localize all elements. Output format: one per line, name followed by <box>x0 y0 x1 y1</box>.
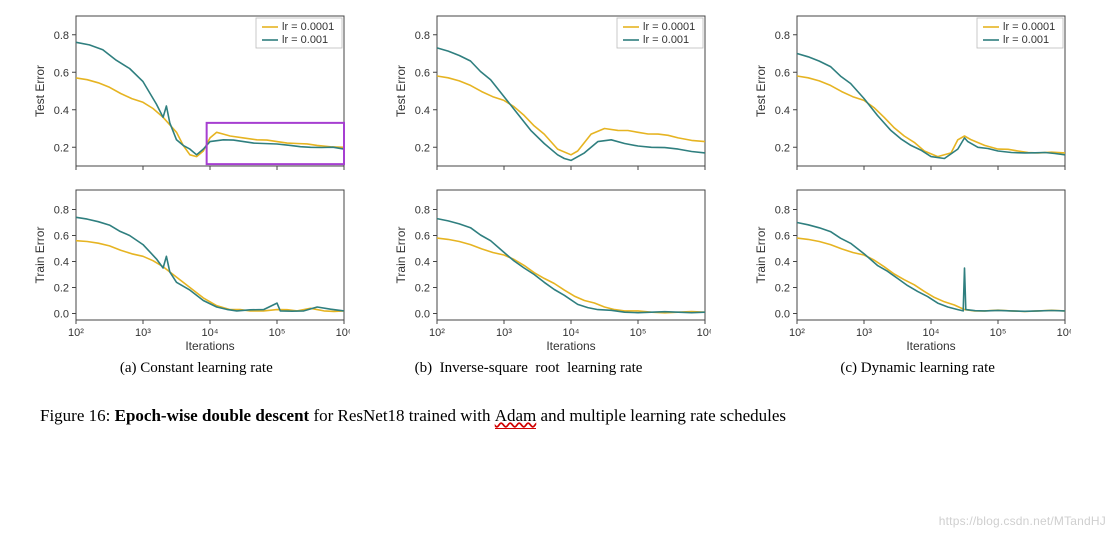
svg-text:0.8: 0.8 <box>414 30 429 42</box>
svg-text:10⁴: 10⁴ <box>202 327 219 339</box>
svg-text:10⁵: 10⁵ <box>990 327 1007 339</box>
svg-text:0.6: 0.6 <box>54 231 69 243</box>
svg-text:0.4: 0.4 <box>54 257 69 269</box>
svg-text:0.8: 0.8 <box>54 30 69 42</box>
svg-text:0.2: 0.2 <box>414 283 429 295</box>
caption-tail: and multiple learning rate schedules <box>536 406 786 425</box>
svg-text:0.2: 0.2 <box>54 283 69 295</box>
svg-text:0.8: 0.8 <box>414 205 429 217</box>
chart-c-train: 10² 10³ 10⁴ 10⁵ 10⁶ 0.0 0.2 0.4 0.6 0.8 Train Erro… <box>751 184 1071 354</box>
svg-text:lr = 0.0001: lr = 0.0001 <box>1003 21 1055 33</box>
caption-prefix: Figure 16: <box>40 406 115 425</box>
figure-page: 0.20.40.60.8Test Errorlr = 0.0001lr = 0.… <box>0 0 1114 534</box>
svg-text:lr = 0.0001: lr = 0.0001 <box>282 21 334 33</box>
svg-text:0.4: 0.4 <box>775 105 790 117</box>
svg-text:0.0: 0.0 <box>54 309 69 321</box>
chart-b-test: 0.2 0.4 0.6 0.8 Test Error lr = 0.0001lr = 0.… <box>391 10 711 180</box>
svg-text:0.2: 0.2 <box>775 283 790 295</box>
caption-mid: for ResNet18 trained with <box>309 406 495 425</box>
svg-text:lr = 0.001: lr = 0.001 <box>643 34 689 46</box>
svg-text:0.8: 0.8 <box>54 205 69 217</box>
chart-c-test: 0.2 0.4 0.6 0.8 Test Error lr = 0.0001lr = 0.… <box>751 10 1071 180</box>
svg-text:0.4: 0.4 <box>775 257 790 269</box>
svg-text:0.2: 0.2 <box>414 142 429 154</box>
chart-b-train: 10² 10³ 10⁴ 10⁵ 10⁶ 0.0 0.2 0.4 0.6 0.8 Train Erro… <box>391 184 711 354</box>
subcaption-a: (a) Constant learning rate <box>30 358 363 377</box>
chart-a-train: 10² 10³ 10⁴ 10⁵ 10⁶ 0.0 0.2 0.4 0.6 0.8 Train Erro… <box>30 184 350 354</box>
svg-text:Test Error: Test Error <box>33 65 47 117</box>
svg-text:Iterations: Iterations <box>546 339 595 353</box>
caption-adam: Adam <box>495 405 537 429</box>
svg-text:Train Error: Train Error <box>394 227 408 284</box>
svg-text:0.6: 0.6 <box>414 231 429 243</box>
svg-text:0.6: 0.6 <box>775 67 790 79</box>
svg-text:10³: 10³ <box>856 327 872 339</box>
svg-text:Train Error: Train Error <box>754 227 768 284</box>
svg-text:0.2: 0.2 <box>775 142 790 154</box>
svg-text:10²: 10² <box>68 327 84 339</box>
svg-text:0.4: 0.4 <box>414 105 429 117</box>
subcaption-b: (b) Inverse-square root learning rate <box>391 358 724 377</box>
svg-text:Train Error: Train Error <box>33 227 47 284</box>
svg-text:10⁵: 10⁵ <box>629 327 646 339</box>
svg-text:10²: 10² <box>789 327 805 339</box>
svg-text:0.0: 0.0 <box>414 309 429 321</box>
svg-text:10⁴: 10⁴ <box>923 327 940 339</box>
caption-bold: Epoch-wise double descent <box>115 406 310 425</box>
svg-text:0.4: 0.4 <box>54 105 69 117</box>
figure-caption: Figure 16: Epoch-wise double descent for… <box>30 405 1084 429</box>
svg-text:Iterations: Iterations <box>907 339 956 353</box>
svg-text:10⁴: 10⁴ <box>562 327 579 339</box>
svg-text:10⁵: 10⁵ <box>269 327 286 339</box>
svg-text:0.2: 0.2 <box>54 142 69 154</box>
svg-text:0.6: 0.6 <box>414 67 429 79</box>
subcaption-c: (c) Dynamic learning rate <box>751 358 1084 377</box>
svg-text:Test Error: Test Error <box>394 65 408 117</box>
svg-text:lr = 0.001: lr = 0.001 <box>282 34 328 46</box>
svg-text:Test Error: Test Error <box>754 65 768 117</box>
svg-text:10²: 10² <box>429 327 445 339</box>
svg-text:10⁶: 10⁶ <box>336 327 350 339</box>
svg-text:0.8: 0.8 <box>775 30 790 42</box>
svg-text:10³: 10³ <box>135 327 151 339</box>
svg-text:10⁶: 10⁶ <box>1057 327 1071 339</box>
svg-text:0.8: 0.8 <box>775 205 790 217</box>
svg-text:0.4: 0.4 <box>414 257 429 269</box>
svg-text:lr = 0.0001: lr = 0.0001 <box>643 21 695 33</box>
svg-text:lr = 0.001: lr = 0.001 <box>1003 34 1049 46</box>
watermark: https://blog.csdn.net/MTandHJ <box>939 514 1106 528</box>
chart-a-test: 0.2 0.4 0.6 0.8 Test Error lr = 0.0001lr = 0.… <box>30 10 350 180</box>
svg-text:10³: 10³ <box>496 327 512 339</box>
charts-grid: 0.20.40.60.8Test Errorlr = 0.0001lr = 0.… <box>30 10 1084 377</box>
svg-text:0.6: 0.6 <box>54 67 69 79</box>
svg-text:10⁶: 10⁶ <box>696 327 710 339</box>
svg-text:Iterations: Iterations <box>185 339 234 353</box>
svg-text:0.0: 0.0 <box>775 309 790 321</box>
svg-text:0.6: 0.6 <box>775 231 790 243</box>
